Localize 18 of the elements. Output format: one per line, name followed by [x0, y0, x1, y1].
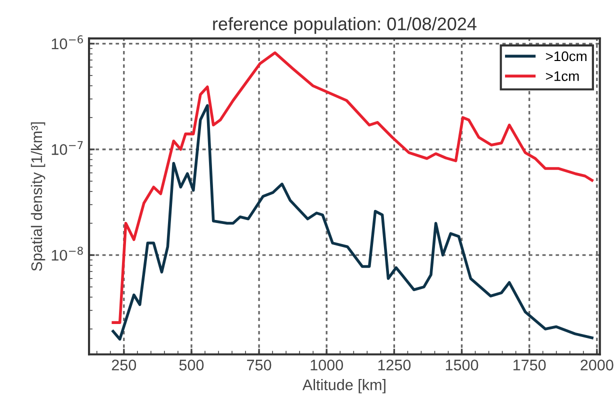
x-tick-label: 250	[112, 360, 136, 370]
legend-label: >1cm	[546, 71, 579, 82]
x-tick-label: 1250	[378, 360, 411, 370]
line-series	[112, 104, 594, 341]
line-series	[112, 51, 594, 324]
x-tick-label: 750	[247, 360, 272, 370]
legend-label: >10cm	[546, 51, 586, 62]
chart-title: reference population: 01/08/2024	[213, 17, 476, 34]
x-axis-title: Altitude [km]	[302, 379, 386, 394]
x-tick-label: 1750	[514, 360, 546, 370]
x-tick-label: 1000	[310, 360, 344, 370]
x-tick-label: 1500	[446, 360, 478, 370]
x-tick-label: 500	[179, 360, 204, 370]
y-tick-label: 10$^{−6}$	[52, 35, 83, 50]
y-axis-title: Spatial density [1/km³]	[30, 122, 46, 271]
x-tick-label: 2000	[580, 360, 614, 370]
y-tick-label: 10$^{−8}$	[52, 246, 83, 261]
y-tick-label: 10$^{−7}$	[52, 141, 83, 155]
